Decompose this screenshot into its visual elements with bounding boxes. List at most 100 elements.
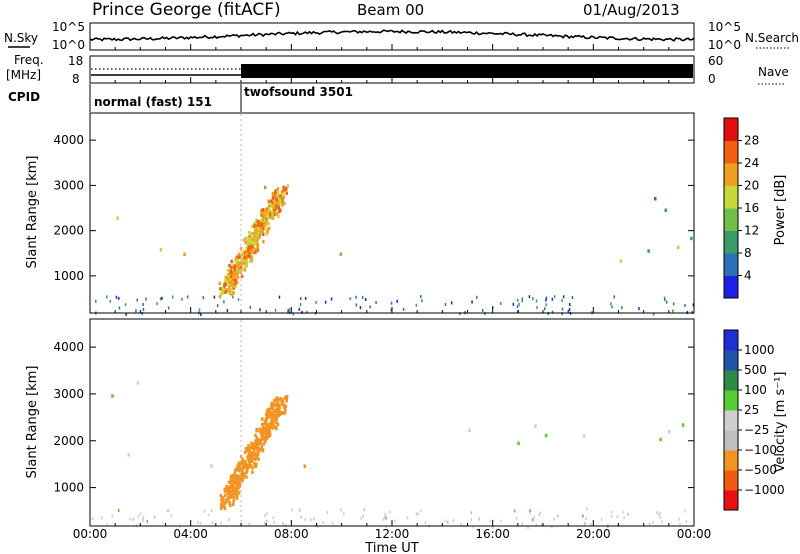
heatmap-cell <box>271 410 275 414</box>
heatmap-cell <box>274 200 277 204</box>
colorbar-swatch <box>724 370 738 391</box>
heatmap-cell <box>254 455 258 459</box>
heatmap-cell <box>262 442 266 446</box>
heatmap-cell <box>159 297 162 301</box>
heatmap-cell <box>226 486 230 491</box>
heatmap-cell <box>273 520 276 524</box>
heatmap-cell <box>265 413 268 417</box>
heatmap-cell <box>232 482 235 487</box>
heatmap-cell <box>274 189 278 193</box>
heatmap-cell <box>420 509 422 513</box>
heatmap-cell <box>226 277 230 281</box>
heatmap-cell <box>363 508 365 512</box>
heatmap-cell <box>250 454 253 458</box>
heatmap-cell <box>616 523 619 527</box>
heatmap-cell <box>545 296 548 300</box>
heatmap-cell <box>529 509 531 513</box>
heatmap-cell <box>254 446 258 450</box>
heatmap-cell <box>142 515 145 519</box>
y-tick-label: 3000 <box>53 387 84 401</box>
heatmap-cell <box>245 246 249 251</box>
heatmap-cell <box>481 309 484 312</box>
heatmap-cell <box>230 485 233 489</box>
heatmap-cell <box>233 282 236 286</box>
heatmap-cell <box>254 241 258 246</box>
heatmap-cell <box>224 501 227 505</box>
heatmap-cell <box>610 302 612 306</box>
heatmap-cell <box>282 185 285 190</box>
heatmap-cell <box>233 266 236 270</box>
heatmap-cell <box>274 308 277 312</box>
heatmap-cell <box>227 496 230 500</box>
heatmap-cell <box>246 253 249 258</box>
heatmap-cell <box>262 208 266 212</box>
colorbar-tick-label: −1000 <box>744 483 785 497</box>
heatmap-cell <box>238 255 241 259</box>
heatmap-cell <box>262 232 265 237</box>
heatmap-cell <box>183 252 186 257</box>
heatmap-cell <box>232 263 236 268</box>
heatmap-cell <box>360 516 362 520</box>
heatmap-cell <box>424 521 427 525</box>
heatmap-cell <box>222 504 226 509</box>
heatmap-cell <box>283 411 287 415</box>
heatmap-cell <box>260 209 263 213</box>
heatmap-cell <box>268 427 271 432</box>
heatmap-cell <box>234 259 237 263</box>
heatmap-cell <box>244 240 248 245</box>
heatmap-cell <box>269 212 272 217</box>
heatmap-cell <box>219 287 222 291</box>
heatmap-cell <box>221 502 224 506</box>
heatmap-cell <box>233 275 237 280</box>
heatmap-cell <box>224 290 227 294</box>
heatmap-cell <box>241 267 244 271</box>
heatmap-cell <box>251 250 255 254</box>
heatmap-cell <box>272 205 276 209</box>
heatmap-cell <box>531 518 534 522</box>
heatmap-cell <box>222 498 225 502</box>
heatmap-cell <box>237 485 240 490</box>
heatmap-cell <box>264 422 267 426</box>
heatmap-cell <box>677 245 680 250</box>
heatmap-cell <box>161 296 163 300</box>
heatmap-cell <box>228 500 231 505</box>
heatmap-cell <box>159 248 163 252</box>
heatmap-cell <box>219 494 223 498</box>
heatmap-cell <box>274 413 277 418</box>
heatmap-cell <box>106 523 109 527</box>
heatmap-cell <box>668 430 671 434</box>
colorbar-swatch <box>724 208 738 231</box>
heatmap-cell <box>225 288 228 292</box>
heatmap-cell <box>139 512 142 516</box>
heatmap-cell <box>267 410 271 415</box>
heatmap-cell <box>280 399 283 403</box>
beam-title: Beam 00 <box>357 1 424 19</box>
heatmap-cell <box>278 404 281 408</box>
heatmap-cell <box>171 295 174 299</box>
heatmap-cell <box>476 295 478 299</box>
heatmap-cell <box>260 444 264 448</box>
power-y-axis-label: Slant Range [km] <box>25 156 40 269</box>
heatmap-cell <box>245 449 249 453</box>
heatmap-cell <box>265 409 269 413</box>
heatmap-cell <box>235 269 239 273</box>
heatmap-cell <box>406 516 409 520</box>
colorbar-swatch <box>724 470 738 491</box>
heatmap-cell <box>468 428 471 433</box>
colorbar-swatch <box>724 450 738 471</box>
heatmap-cell <box>452 519 455 523</box>
heatmap-cell <box>516 305 519 309</box>
heatmap-cell <box>255 218 258 223</box>
cpid-row: CPID normal (fast) 151 twofsound 3501 <box>8 84 353 112</box>
heatmap-cell <box>278 195 282 199</box>
heatmap-cell <box>271 422 275 426</box>
heatmap-cell <box>627 512 629 516</box>
heatmap-cell <box>557 514 559 518</box>
colorbar-tick-label: −500 <box>744 463 777 477</box>
heatmap-cell <box>240 263 243 267</box>
x-tick-label: 00:00 <box>677 527 712 541</box>
x-tick-label: 04:00 <box>173 527 208 541</box>
heatmap-cell <box>261 417 264 421</box>
heatmap-cell <box>317 525 319 529</box>
heatmap-cell <box>273 408 277 413</box>
